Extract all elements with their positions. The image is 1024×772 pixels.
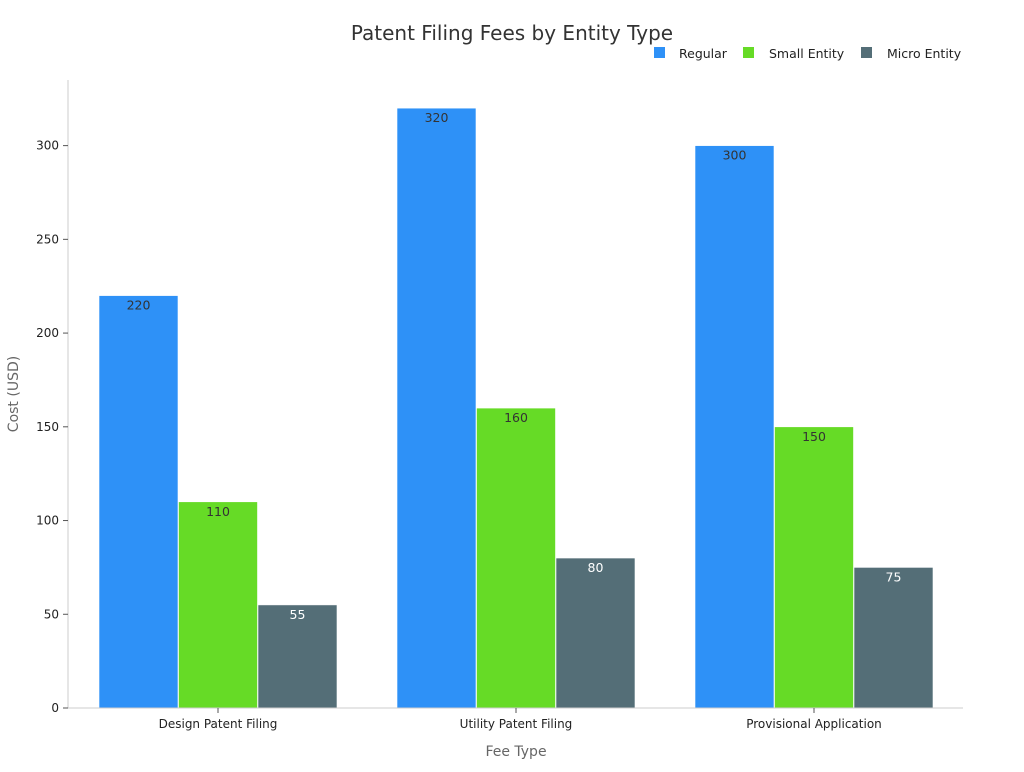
bar-label-small-entity-provisional-application: 150	[802, 429, 826, 444]
legend-swatch-regular	[654, 47, 665, 58]
legend-swatch-small-entity	[743, 47, 754, 58]
bar-small-entity-utility-patent-filing	[476, 407, 556, 709]
bar-label-micro-entity-utility-patent-filing: 80	[588, 560, 604, 575]
bar-small-entity-provisional-application	[774, 426, 854, 709]
bars-group	[98, 107, 934, 709]
bar-label-small-entity-utility-patent-filing: 160	[504, 410, 528, 425]
legend-label-micro-entity: Micro Entity	[887, 46, 962, 61]
y-axis-ticks: 0 50 100 150 200 250 300	[36, 139, 68, 715]
y-tick-label-200: 200	[36, 326, 59, 340]
x-tick-label-design-patent-filing: Design Patent Filing	[159, 717, 278, 731]
y-tick-label-250: 250	[36, 232, 59, 246]
bar-label-micro-entity-provisional-application: 75	[886, 569, 902, 584]
bar-micro-entity-design-patent-filing	[257, 604, 338, 709]
bar-regular-provisional-application	[694, 145, 775, 709]
x-axis-label: Fee Type	[485, 744, 546, 760]
y-tick-label-300: 300	[36, 139, 59, 153]
y-axis-label: Cost (USD)	[6, 356, 22, 432]
legend: Regular Small Entity Micro Entity	[654, 46, 962, 61]
bar-regular-design-patent-filing	[98, 295, 179, 709]
bar-label-small-entity-design-patent-filing: 110	[206, 504, 230, 519]
bar-micro-entity-utility-patent-filing	[555, 557, 636, 709]
y-tick-label-150: 150	[36, 420, 59, 434]
chart-title: Patent Filing Fees by Entity Type	[351, 21, 673, 45]
y-tick-label-50: 50	[44, 607, 59, 621]
bar-small-entity-design-patent-filing	[178, 501, 258, 709]
legend-swatch-micro-entity	[861, 47, 872, 58]
x-tick-label-utility-patent-filing: Utility Patent Filing	[460, 717, 573, 731]
bar-labels-group: 220 110 55 320 160 80 300 150 75	[127, 110, 902, 622]
bar-regular-utility-patent-filing	[396, 107, 477, 709]
bar-label-regular-provisional-application: 300	[723, 148, 747, 163]
y-tick-label-100: 100	[36, 514, 59, 528]
bar-label-regular-utility-patent-filing: 320	[425, 110, 449, 125]
x-tick-label-provisional-application: Provisional Application	[746, 717, 882, 731]
bar-label-micro-entity-design-patent-filing: 55	[290, 607, 306, 622]
legend-label-small-entity: Small Entity	[769, 46, 845, 61]
bar-label-regular-design-patent-filing: 220	[127, 298, 151, 313]
bar-micro-entity-provisional-application	[853, 567, 934, 709]
legend-label-regular: Regular	[679, 46, 728, 61]
y-tick-label-0: 0	[51, 701, 59, 715]
x-axis-ticks: Design Patent Filing Utility Patent Filin…	[159, 708, 882, 731]
